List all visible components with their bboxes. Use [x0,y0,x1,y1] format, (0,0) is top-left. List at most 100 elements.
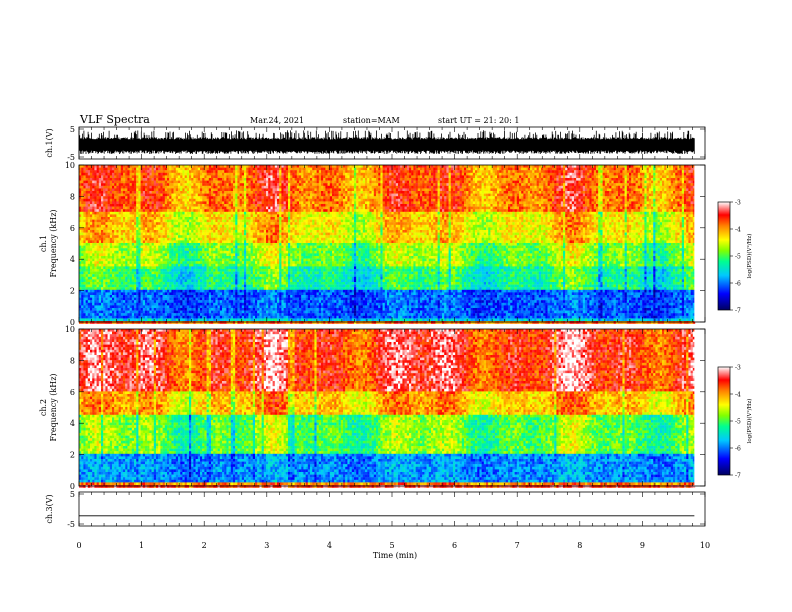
ch1-spectrogram-cell [486,191,488,194]
ch1-spectrogram-cell [222,191,224,194]
ch1-spectrogram-cell [352,191,354,194]
ch1-spectrogram-cell [174,168,176,171]
ch1-spectrogram-cell [325,183,327,186]
ch1-spectrogram-cell [468,186,470,189]
ch1-spectrogram-cell [279,209,281,212]
ch1-spectrogram-cell [114,199,116,202]
ch1-spectrogram-cell [548,191,550,194]
ch1-spectrogram-cell [468,178,470,181]
ch1-spectrogram-cell [284,207,286,210]
ch1-spectrogram-cell [246,204,248,207]
ch1-spectrogram-cell [105,181,107,184]
ch1-spectrogram-cell [101,175,103,178]
ch1-spectrogram-cell [565,183,567,186]
ch1-spectrogram-cell [306,201,308,204]
ch1-spectrogram-cell [466,194,468,197]
ch1-spectrogram-cell [508,175,510,178]
ch1-spectrogram-cell [213,181,215,184]
ch1-spectrogram-cell [653,194,655,197]
ch1-spectrogram-cell [587,186,589,189]
ch1-spectrogram-cell [510,170,512,173]
ch1-spectrogram-cell [451,173,453,176]
ch1-spectrogram-cell [237,199,239,202]
ch1-spectrogram-cell [598,186,600,189]
ch1-spectrogram-cell [363,201,365,204]
ch1-spectrogram-cell [644,173,646,176]
ch1-spectrogram-cell [596,204,598,207]
ch1-spectrogram-cell [171,209,173,212]
ch1-spectrogram-cell [112,209,114,212]
ch1-spectrogram-cell [163,186,165,189]
ch1-spectrogram-cell [528,173,530,176]
ch1-spectrogram-cell [413,196,415,199]
ch1-spectrogram-cell [244,204,246,207]
ch1-spectrogram-cell [609,196,611,199]
ch1-spectrogram-cell [266,199,268,202]
ch1-spectrogram-cell [284,194,286,197]
ch1-spectrogram-cell [92,207,94,210]
ch1-spectrogram-cell [653,175,655,178]
ch1-spectrogram-cell [103,209,105,212]
ch1-spectrogram-cell [510,188,512,191]
ch1-spectrogram-cell [411,183,413,186]
ch1-spectrogram-cell [127,170,129,173]
ch1-spectrogram-cell [464,188,466,191]
ch1-spectrogram-cell [651,178,653,181]
ch1-spectrogram-cell [629,170,631,173]
ch1-spectrogram-cell [521,201,523,204]
ch1-spectrogram-cell [682,181,684,184]
ch1-spectrogram-cell [354,199,356,202]
ch1-spectrogram-cell [266,188,268,191]
ch1-spectrogram-cell [321,178,323,181]
ch1-spectrogram-cell [614,191,616,194]
ch1-spectrogram-cell [691,196,693,199]
ch1-spectrogram-cell [119,194,121,197]
ch1-spectrogram-cell [473,196,475,199]
ch1-spectrogram-cell [301,168,303,171]
ch1-spectrogram-cell [585,170,587,173]
ch1-spectrogram-cell [473,194,475,197]
ch1-spectrogram-cell [567,170,569,173]
ch1-spectrogram-cell [90,204,92,207]
ch1-spectrogram-cell [152,175,154,178]
ch1-spectrogram-cell [444,181,446,184]
ch1-spectrogram-cell [433,175,435,178]
ch1-spectrogram-cell [220,196,222,199]
ch1-spectrogram-cell [152,173,154,176]
ch1-spectrogram-cell [141,191,143,194]
ch1-spectrogram-cell [224,186,226,189]
ch1-spectrogram-cell [292,209,294,212]
ch1-spectrogram-cell [499,175,501,178]
ch1-spectrogram-cell [246,181,248,184]
ch1-spectrogram-cell [396,175,398,178]
ch1-spectrogram-cell [273,196,275,199]
ch1-spectrogram-cell [303,183,305,186]
ch1-spectrogram-cell [545,168,547,171]
ch1-spectrogram-cell [154,199,156,202]
ch1-spectrogram-cell [556,194,558,197]
ch1-spectrogram-cell [343,194,345,197]
ch1-spectrogram-cell [352,175,354,178]
ch1-spectrogram-cell [453,181,455,184]
ch1-spectrogram-cell [383,173,385,176]
ch1-spectrogram-cell [387,201,389,204]
ch1-spectrogram-cell [576,204,578,207]
ch1-spectrogram-cell [171,188,173,191]
ch1-spectrogram-cell [317,194,319,197]
ch1-spectrogram-cell [182,178,184,181]
ch1-spectrogram-cell [255,191,257,194]
ch1-spectrogram-cell [400,188,402,191]
ch1-spectrogram-cell [116,204,118,207]
ch1-spectrogram-cell [402,207,404,210]
ch1-spectrogram-cell [257,191,259,194]
ch1-spectrogram-cell [112,181,114,184]
ch1-spectrogram-cell [365,183,367,186]
ch1-spectrogram-cell [242,207,244,210]
ch1-spectrogram-cell [479,168,481,171]
ch1-spectrogram-cell [330,175,332,178]
ch1-spectrogram-cell [323,173,325,176]
ch1-spectrogram-cell [99,175,101,178]
ch1-spectrogram-cell [114,194,116,197]
ch1-spectrogram-cell [185,196,187,199]
ch1-spectrogram-cell [633,165,635,168]
